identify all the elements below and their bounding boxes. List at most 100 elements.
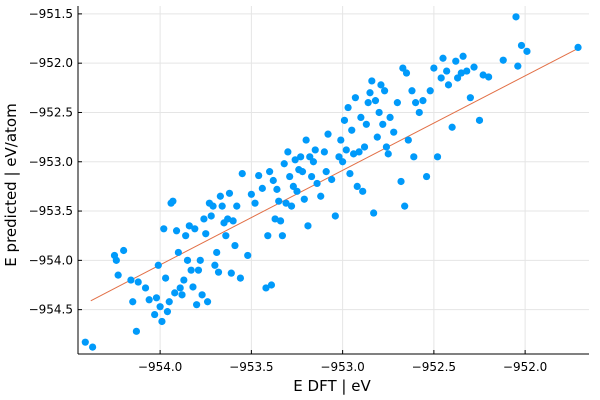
data-point bbox=[443, 67, 451, 75]
data-point bbox=[340, 116, 349, 124]
x-axis-label: E DFT | eV bbox=[293, 377, 371, 395]
y-tick-label: −951.5 bbox=[29, 7, 73, 21]
y-tick-label: −953.0 bbox=[29, 155, 73, 169]
data-point bbox=[324, 130, 332, 138]
data-point bbox=[211, 261, 219, 269]
data-point bbox=[337, 136, 345, 144]
fit-line bbox=[90, 47, 579, 302]
data-point bbox=[194, 266, 203, 274]
y-ticks: −954.5 −954.0 −953.5 −953.0 −952.5 −952.0 −951… bbox=[29, 7, 82, 317]
data-point bbox=[293, 187, 301, 195]
data-point bbox=[386, 113, 394, 121]
data-point bbox=[393, 99, 401, 107]
y-tick-label: −952.0 bbox=[29, 56, 73, 70]
data-point bbox=[162, 274, 170, 282]
data-point bbox=[348, 126, 356, 134]
data-point bbox=[282, 199, 290, 207]
data-point bbox=[399, 64, 407, 72]
data-point bbox=[328, 175, 336, 184]
data-point bbox=[273, 185, 281, 193]
data-point bbox=[187, 266, 195, 274]
data-point bbox=[351, 94, 359, 102]
data-point bbox=[355, 148, 363, 156]
data-point bbox=[370, 209, 378, 217]
data-point bbox=[357, 113, 365, 121]
data-point bbox=[419, 97, 427, 105]
y-axis-label: E predicted | eV/atom bbox=[2, 103, 20, 266]
data-point bbox=[304, 222, 312, 230]
data-point bbox=[160, 225, 168, 233]
data-point bbox=[402, 69, 411, 77]
data-point bbox=[452, 57, 460, 65]
data-point bbox=[200, 215, 208, 223]
data-point bbox=[479, 71, 487, 79]
data-point bbox=[397, 177, 405, 186]
data-point bbox=[289, 182, 297, 191]
data-point bbox=[165, 298, 173, 306]
data-point bbox=[171, 289, 179, 297]
data-point bbox=[174, 248, 182, 257]
y-tick-label: −954.0 bbox=[29, 253, 73, 267]
data-point bbox=[280, 160, 288, 168]
data-point bbox=[291, 156, 299, 164]
data-point bbox=[255, 171, 263, 180]
data-point bbox=[302, 136, 310, 144]
grid-lines bbox=[78, 6, 589, 354]
data-point bbox=[233, 202, 241, 210]
data-point bbox=[251, 199, 259, 207]
data-point bbox=[309, 158, 318, 166]
y-tick-label: −954.5 bbox=[29, 303, 73, 317]
data-point bbox=[344, 103, 352, 112]
data-point bbox=[203, 298, 212, 306]
data-point bbox=[267, 281, 276, 289]
data-point bbox=[218, 202, 226, 210]
data-point bbox=[410, 153, 418, 161]
data-point bbox=[266, 168, 274, 176]
data-point bbox=[475, 116, 484, 124]
data-point bbox=[134, 278, 142, 286]
data-point bbox=[322, 168, 330, 176]
data-point bbox=[231, 241, 239, 250]
data-point bbox=[145, 296, 153, 304]
data-point bbox=[574, 43, 582, 52]
data-point bbox=[172, 227, 181, 235]
x-tick-label: −952.5 bbox=[412, 360, 456, 374]
data-points bbox=[81, 13, 582, 351]
data-point bbox=[426, 87, 434, 95]
data-point bbox=[224, 215, 232, 223]
data-point bbox=[366, 89, 374, 97]
data-point bbox=[298, 168, 307, 176]
data-point bbox=[381, 87, 389, 95]
data-point bbox=[470, 63, 478, 71]
data-point bbox=[439, 54, 447, 62]
data-point bbox=[377, 81, 385, 89]
data-point bbox=[364, 99, 372, 107]
data-point bbox=[89, 343, 97, 351]
data-point bbox=[375, 108, 383, 117]
data-point bbox=[287, 202, 296, 210]
data-point bbox=[151, 310, 159, 319]
data-point bbox=[185, 222, 193, 230]
data-point bbox=[236, 274, 245, 282]
data-point bbox=[512, 13, 520, 21]
data-point bbox=[238, 169, 246, 178]
x-tick-label: −954.0 bbox=[138, 360, 182, 374]
data-point bbox=[485, 73, 493, 81]
data-point bbox=[262, 284, 270, 292]
data-point bbox=[514, 62, 522, 70]
data-point bbox=[178, 291, 186, 299]
data-point bbox=[523, 47, 531, 55]
data-point bbox=[300, 195, 308, 203]
data-point bbox=[444, 81, 453, 89]
data-point bbox=[331, 212, 339, 220]
data-point bbox=[198, 291, 206, 299]
data-point bbox=[176, 284, 184, 292]
y-tick-label: −952.5 bbox=[29, 105, 73, 119]
data-point bbox=[154, 261, 162, 269]
data-point bbox=[207, 212, 215, 220]
data-point bbox=[362, 120, 370, 128]
data-point bbox=[156, 303, 164, 311]
x-tick-label: −953.5 bbox=[229, 360, 273, 374]
data-point bbox=[275, 197, 283, 205]
